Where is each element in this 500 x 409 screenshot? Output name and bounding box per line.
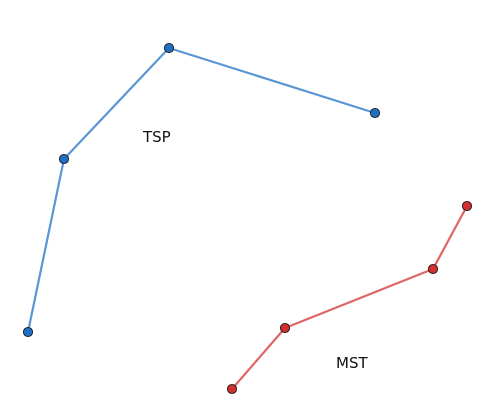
mst-label: MST (336, 354, 368, 372)
mst-edge-2 (431, 204, 469, 271)
tsp-node-3 (22, 326, 34, 338)
tsp-edge-2 (167, 46, 377, 115)
mst-edge-1 (283, 267, 435, 330)
mst-edge-0 (230, 326, 287, 391)
tsp-node-1 (163, 42, 175, 54)
mst-node-1 (279, 322, 291, 334)
tsp-node-0 (369, 107, 381, 119)
tsp-node-2 (58, 153, 70, 165)
mst-nodes (226, 200, 473, 395)
tsp-edges (26, 46, 377, 334)
mst-node-2 (427, 263, 439, 275)
tsp-edge-1 (62, 46, 171, 161)
tsp-nodes (22, 42, 381, 338)
mst-node-0 (226, 383, 238, 395)
tsp-label: TSP (142, 128, 171, 146)
mst-edges (230, 204, 469, 391)
mst-node-3 (461, 200, 473, 212)
tsp-edge-0 (26, 157, 66, 334)
